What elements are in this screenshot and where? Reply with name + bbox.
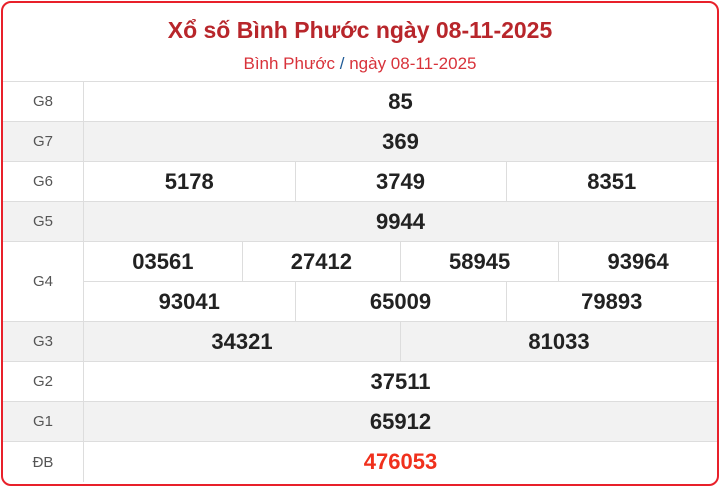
results-table: G8 85 G7 369 G6 5178 3749 8351 G5 9944 G… — [3, 82, 717, 482]
prize-label: G8 — [3, 82, 84, 122]
prize-label: G5 — [3, 201, 84, 242]
breadcrumb-separator: / — [339, 54, 345, 73]
prize-number: 58945 — [399, 242, 560, 281]
results-header: Xổ số Bình Phước ngày 08-11-2025 Bình Ph… — [3, 3, 717, 82]
prize-number: 03561 — [84, 242, 243, 281]
breadcrumb-province-link[interactable]: Bình Phước — [243, 54, 336, 73]
prize-label: ĐB — [3, 441, 84, 482]
prize-number: 9944 — [83, 201, 717, 242]
prize-label: G6 — [3, 161, 84, 202]
prize-number: 79893 — [505, 281, 717, 321]
prize-number: 8351 — [505, 162, 717, 201]
prize-number: 65009 — [294, 281, 507, 321]
prize-number: 81033 — [400, 322, 717, 361]
prize-label: G7 — [3, 121, 84, 162]
prize-number: 27412 — [241, 242, 402, 281]
breadcrumb: Bình Phước / ngày 08-11-2025 — [3, 54, 717, 74]
prize-number: 37511 — [83, 361, 717, 402]
prize-number: 65912 — [83, 401, 717, 442]
prize-number: 3749 — [294, 162, 507, 201]
prize-row-g8: G8 85 — [3, 82, 717, 122]
prize-row-g3: G3 34321 81033 — [3, 321, 717, 362]
prize-number: 93964 — [558, 242, 717, 281]
prize-number: 93041 — [84, 281, 296, 321]
prize-row-g7: G7 369 — [3, 121, 717, 162]
special-prize-number: 476053 — [83, 441, 717, 482]
prize-row-g4: G4 03561 27412 58945 93964 93041 65009 7… — [3, 241, 717, 322]
prize-label: G3 — [3, 321, 84, 362]
prize-number: 85 — [83, 82, 717, 122]
prize-label: G1 — [3, 401, 84, 442]
prize-label: G2 — [3, 361, 84, 402]
prize-number: 369 — [83, 121, 717, 162]
prize-number: 34321 — [84, 322, 401, 361]
prize-number: 5178 — [84, 162, 296, 201]
prize-row-g2: G2 37511 — [3, 361, 717, 402]
prize-row-g5: G5 9944 — [3, 201, 717, 242]
prize-row-g6: G6 5178 3749 8351 — [3, 161, 717, 202]
page-title: Xổ số Bình Phước ngày 08-11-2025 — [167, 17, 553, 43]
prize-row-special: ĐB 476053 — [3, 441, 717, 482]
breadcrumb-date-link[interactable]: ngày 08-11-2025 — [349, 54, 477, 73]
prize-label: G4 — [3, 241, 84, 322]
prize-row-g1: G1 65912 — [3, 401, 717, 442]
